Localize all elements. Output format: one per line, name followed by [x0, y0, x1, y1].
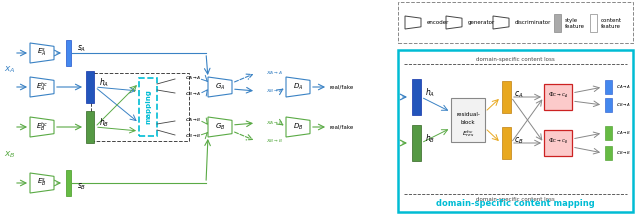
FancyBboxPatch shape — [544, 84, 572, 110]
Text: discriminator: discriminator — [515, 20, 552, 25]
FancyBboxPatch shape — [554, 14, 561, 32]
Text: $D_B$: $D_B$ — [292, 122, 303, 132]
FancyBboxPatch shape — [605, 98, 611, 112]
Polygon shape — [208, 117, 232, 137]
FancyBboxPatch shape — [86, 71, 94, 103]
FancyBboxPatch shape — [412, 125, 420, 161]
Text: $c_A$: $c_A$ — [514, 90, 524, 100]
Text: $\Phi_{C\rightarrow C_A}$: $\Phi_{C\rightarrow C_A}$ — [548, 90, 568, 100]
Polygon shape — [493, 16, 509, 29]
Text: block: block — [461, 120, 476, 124]
FancyBboxPatch shape — [398, 2, 633, 43]
Text: $x_{A\rightarrow B}$: $x_{A\rightarrow B}$ — [266, 119, 283, 127]
Text: feature: feature — [565, 24, 585, 29]
Polygon shape — [30, 77, 54, 97]
Text: $c_{A\rightarrow B}$: $c_{A\rightarrow B}$ — [185, 116, 202, 124]
Text: feature: feature — [601, 24, 621, 29]
Text: real/fake: real/fake — [330, 124, 355, 129]
Polygon shape — [286, 77, 310, 97]
Text: $G_A$: $G_A$ — [215, 82, 225, 92]
Text: $x_A$: $x_A$ — [4, 65, 16, 75]
Text: $E_B^s$: $E_B^s$ — [37, 177, 47, 189]
FancyBboxPatch shape — [502, 81, 511, 113]
FancyBboxPatch shape — [451, 98, 485, 142]
FancyBboxPatch shape — [605, 80, 611, 94]
Text: $E_A^s$: $E_A^s$ — [37, 47, 47, 59]
Polygon shape — [405, 16, 421, 29]
Text: $h_B$: $h_B$ — [99, 117, 109, 129]
Text: $c_{B\rightarrow A}$: $c_{B\rightarrow A}$ — [616, 101, 631, 109]
Text: real/fake: real/fake — [330, 84, 355, 89]
Text: content: content — [601, 18, 622, 23]
Text: $x_{B\rightarrow B}$: $x_{B\rightarrow B}$ — [266, 137, 283, 145]
Polygon shape — [208, 77, 232, 97]
Text: $x_B$: $x_B$ — [4, 150, 16, 160]
Text: $c_{A\rightarrow A}$: $c_{A\rightarrow A}$ — [185, 74, 202, 82]
FancyBboxPatch shape — [605, 126, 611, 140]
Polygon shape — [30, 43, 54, 63]
Text: domain-specific content loss: domain-specific content loss — [476, 57, 555, 61]
Text: $E_{res}^{hc}$: $E_{res}^{hc}$ — [461, 129, 474, 139]
Text: $c_{B\rightarrow A}$: $c_{B\rightarrow A}$ — [185, 90, 202, 98]
Text: $c_B$: $c_B$ — [514, 136, 524, 146]
FancyBboxPatch shape — [502, 127, 511, 159]
FancyBboxPatch shape — [589, 14, 596, 32]
Text: $h_B$: $h_B$ — [425, 133, 435, 145]
Text: $D_A$: $D_A$ — [293, 82, 303, 92]
FancyBboxPatch shape — [605, 146, 611, 160]
Text: $x_{B\rightarrow A}$: $x_{B\rightarrow A}$ — [266, 87, 283, 95]
Text: $c_{B\rightarrow B}$: $c_{B\rightarrow B}$ — [616, 149, 631, 157]
Text: $c_{A\rightarrow A}$: $c_{A\rightarrow A}$ — [616, 83, 631, 91]
Text: $x_{A\rightarrow A}$: $x_{A\rightarrow A}$ — [266, 69, 283, 77]
FancyBboxPatch shape — [139, 78, 157, 136]
FancyBboxPatch shape — [398, 50, 633, 212]
Text: mapping: mapping — [145, 90, 151, 124]
Text: $G_B$: $G_B$ — [215, 122, 225, 132]
Text: $h_A$: $h_A$ — [99, 77, 109, 89]
Text: $s_A$: $s_A$ — [77, 44, 86, 54]
FancyBboxPatch shape — [544, 130, 572, 156]
Polygon shape — [286, 117, 310, 137]
Text: $c_{B\rightarrow B}$: $c_{B\rightarrow B}$ — [185, 132, 202, 140]
Text: generator: generator — [468, 20, 495, 25]
FancyBboxPatch shape — [86, 111, 94, 143]
Text: residual-: residual- — [456, 112, 480, 117]
Text: $c_{A\rightarrow B}$: $c_{A\rightarrow B}$ — [616, 129, 631, 137]
Polygon shape — [446, 16, 462, 29]
Text: style: style — [565, 18, 578, 23]
Text: $E_B^{hc}$: $E_B^{hc}$ — [36, 120, 48, 134]
Text: $s_B$: $s_B$ — [77, 182, 86, 192]
Polygon shape — [30, 117, 54, 137]
Text: $h_A$: $h_A$ — [425, 87, 435, 99]
Text: domain-specific content mapping: domain-specific content mapping — [436, 198, 595, 207]
FancyBboxPatch shape — [412, 79, 420, 115]
Text: $\Phi_{C\rightarrow C_B}$: $\Phi_{C\rightarrow C_B}$ — [548, 136, 568, 146]
Text: domain-specific content loss: domain-specific content loss — [476, 197, 555, 201]
Polygon shape — [30, 173, 54, 193]
FancyBboxPatch shape — [65, 40, 70, 66]
FancyBboxPatch shape — [65, 170, 70, 196]
Text: $E_A^{hc}$: $E_A^{hc}$ — [36, 80, 48, 94]
Text: encoder: encoder — [427, 20, 449, 25]
